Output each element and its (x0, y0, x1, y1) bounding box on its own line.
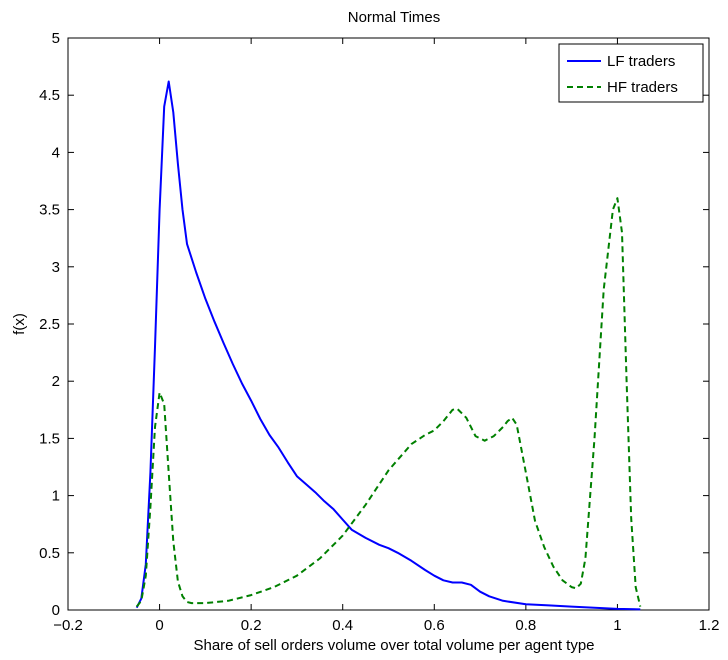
y-axis-label: f(x) (11, 313, 28, 335)
x-tick-label: −0.2 (53, 617, 83, 634)
x-tick-label: 0.8 (515, 617, 536, 634)
legend-label: LF traders (607, 53, 675, 70)
x-tick-label: 0.2 (241, 617, 262, 634)
y-axis-ticks: 0 0.5 1 1.5 2 2.5 3 3.5 4 4.5 5 (39, 30, 709, 619)
series-layer (135, 80, 642, 611)
y-tick-label: 1 (52, 488, 60, 505)
series-line-lf-traders (135, 80, 641, 611)
x-tick-label: 1.2 (699, 617, 720, 634)
x-axis-ticks: −0.2 0 0.2 0.4 0.6 0.8 1 1.2 (53, 38, 719, 634)
y-tick-label: 2 (52, 373, 60, 390)
legend-box (558, 43, 704, 103)
y-tick-label: 3 (52, 259, 60, 276)
x-tick-label: 0.6 (424, 617, 445, 634)
y-tick-label: 4.5 (39, 87, 60, 104)
x-axis-label: Share of sell orders volume over total v… (193, 637, 594, 654)
y-tick-label: 5 (52, 30, 60, 47)
chart-title: Normal Times (348, 9, 441, 26)
legend: LF traders HF traders (558, 43, 704, 103)
x-tick-label: 0 (155, 617, 163, 634)
y-tick-label: 0 (52, 602, 60, 619)
y-tick-label: 0.5 (39, 545, 60, 562)
series-line-hf-traders (135, 197, 642, 608)
x-tick-label: 0.4 (332, 617, 353, 634)
y-tick-label: 3.5 (39, 202, 60, 219)
x-tick-label: 1 (613, 617, 621, 634)
legend-label: HF traders (607, 79, 678, 96)
y-tick-label: 1.5 (39, 430, 60, 447)
y-tick-label: 4 (52, 144, 60, 161)
y-tick-label: 2.5 (39, 316, 60, 333)
